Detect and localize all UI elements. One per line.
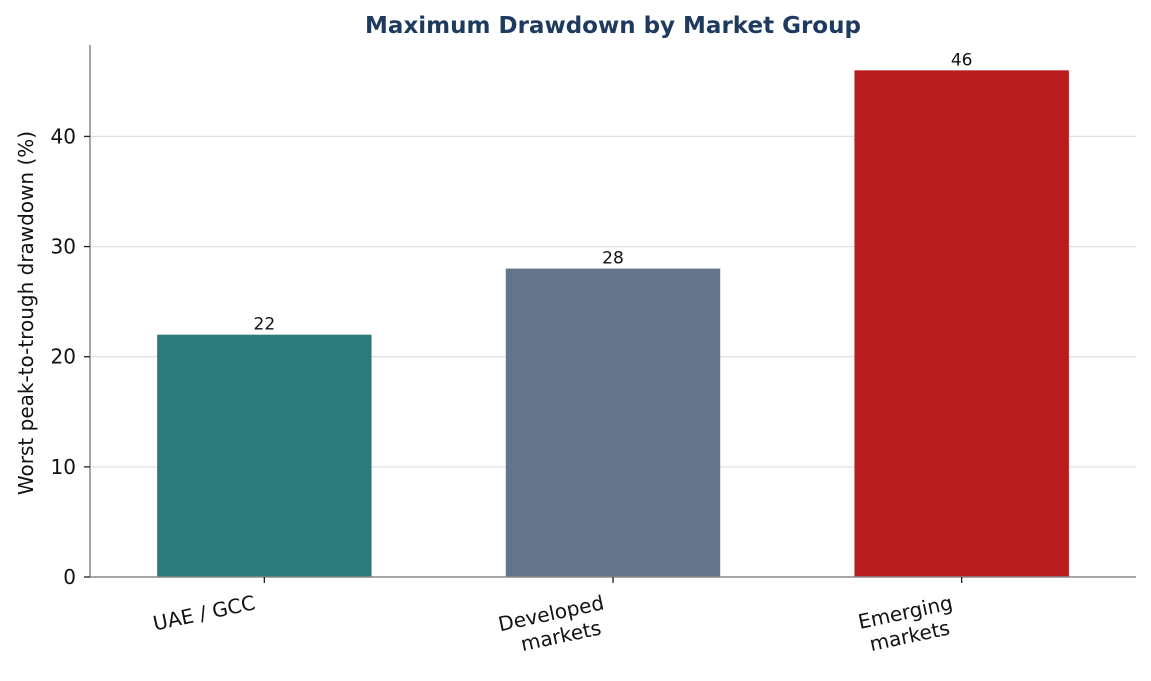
y-axis-ticks: 0 10 20 30 40 bbox=[51, 124, 90, 589]
x-category-label: Emergingmarkets bbox=[856, 590, 960, 657]
x-axis-ticks: UAE / GCC Developedmarkets Emergingmarkets bbox=[151, 577, 963, 659]
bar-value-label: 22 bbox=[254, 315, 276, 335]
data-labels: 22 28 46 bbox=[254, 50, 973, 334]
y-tick-label: 20 bbox=[51, 345, 76, 369]
y-tick-label: 40 bbox=[51, 124, 76, 148]
y-tick-label: 10 bbox=[51, 455, 76, 479]
x-category-label: UAE / GCC bbox=[151, 590, 258, 635]
bar bbox=[157, 334, 372, 577]
y-tick-label: 0 bbox=[63, 565, 76, 589]
bar bbox=[854, 70, 1069, 577]
chart-title: Maximum Drawdown by Market Group bbox=[365, 13, 861, 39]
y-tick-label: 30 bbox=[51, 235, 76, 259]
bar-value-label: 46 bbox=[951, 50, 973, 70]
bar bbox=[505, 268, 721, 577]
x-category-label: Developedmarkets bbox=[496, 590, 611, 659]
bar-value-label: 28 bbox=[602, 249, 624, 269]
y-axis-label: Worst peak-to-trough drawdown (%) bbox=[14, 131, 38, 495]
bars bbox=[157, 70, 1069, 577]
